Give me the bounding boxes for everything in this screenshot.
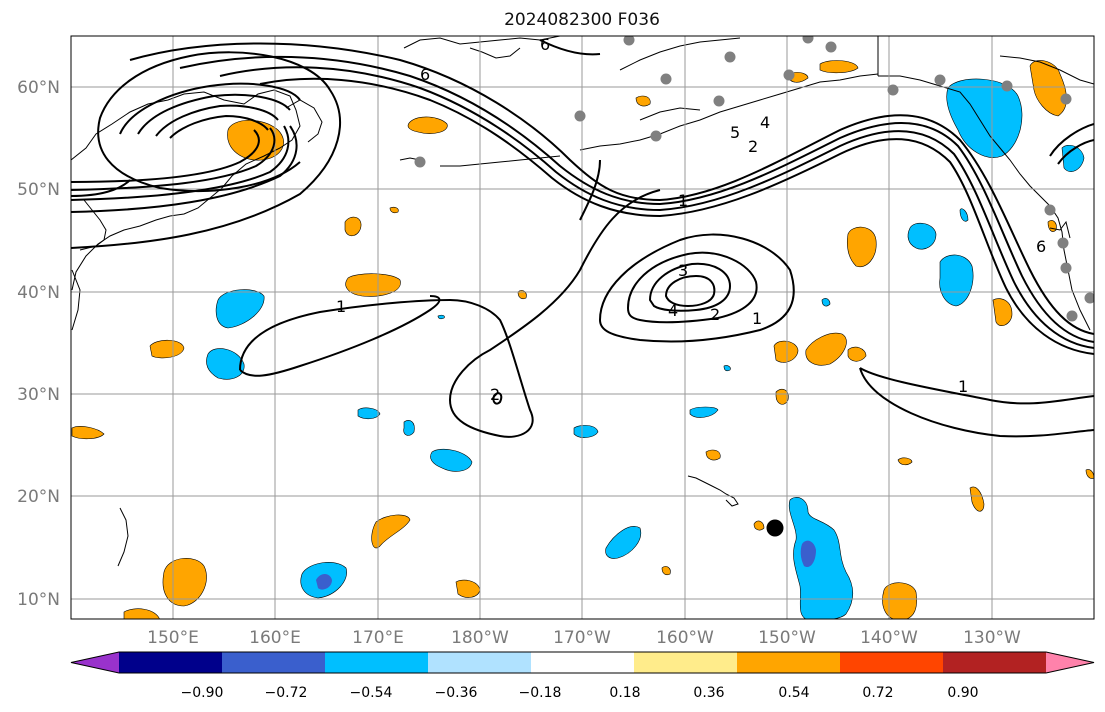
positive-anomaly-patches <box>71 60 1094 619</box>
colorbar-segment <box>325 652 428 673</box>
contour-label: 1 <box>752 309 762 328</box>
colorbar-tick-label: 0.90 <box>947 685 978 701</box>
contour-label: 4 <box>668 301 678 320</box>
longitude-labels: 150°E 160°E 170°E 180°W 170°W 160°W 150°… <box>147 628 1021 648</box>
contour-label: 6 <box>420 65 430 84</box>
colorbar-tick-labels: −0.90 −0.72 −0.54 −0.36 −0.18 0.18 0.36 … <box>181 685 979 701</box>
colorbar-segment <box>428 652 531 673</box>
lon-label: 160°W <box>656 628 714 648</box>
colorbar-tick-label: −0.18 <box>519 685 562 701</box>
colorbar-tick-label: −0.36 <box>435 685 478 701</box>
colorbar-extend-max <box>1046 652 1094 673</box>
colorbar <box>70 651 1095 674</box>
lat-label: 50°N <box>17 180 60 200</box>
lat-label: 20°N <box>17 487 60 507</box>
contour-label: 4 <box>760 113 770 132</box>
colorbar-tick-label: 0.18 <box>609 685 640 701</box>
map-frame <box>70 35 1095 620</box>
colorbar-tick-label: −0.72 <box>265 685 308 701</box>
lat-label: 30°N <box>17 385 60 405</box>
colorbar-segment <box>222 652 325 673</box>
contour-label: 6 <box>1036 237 1046 256</box>
lon-label: 160°E <box>249 628 301 648</box>
contour-label: 1 <box>336 297 346 316</box>
lat-label: 60°N <box>17 78 60 98</box>
contour-label: 1 <box>678 191 688 210</box>
colorbar-segment <box>840 652 943 673</box>
colorbar-outline <box>70 651 1095 674</box>
lon-label: 170°W <box>553 628 611 648</box>
station-markers <box>414 36 1094 322</box>
lon-label: 130°W <box>963 628 1021 648</box>
colorbar-tick-label: −0.54 <box>350 685 393 701</box>
contour-labels: 6 4 5 2 1 3 4 2 1 1 2 1 6 6 <box>336 35 1046 404</box>
contour-label: 2 <box>490 385 500 404</box>
lon-label: 150°E <box>147 628 199 648</box>
colorbar-tick-label: 0.36 <box>693 685 724 701</box>
colorbar-segment <box>531 652 634 673</box>
contour-label: 2 <box>710 305 720 324</box>
contour-lines <box>71 39 1094 438</box>
gridlines <box>71 36 1094 619</box>
latitude-labels: 60°N 50°N 40°N 30°N 20°N 10°N <box>17 78 60 610</box>
colorbar-segment <box>119 652 222 673</box>
colorbar-extend-min <box>71 652 119 673</box>
lon-label: 150°W <box>758 628 816 648</box>
storm-center-marker <box>766 519 784 537</box>
contour-label: 5 <box>730 123 740 142</box>
lon-label: 170°E <box>352 628 404 648</box>
contour-label: 6 <box>540 35 550 54</box>
contour-label: 1 <box>958 377 968 396</box>
figure-title: 2024082300 F036 <box>504 10 660 30</box>
colorbar-tick-label: 0.54 <box>778 685 809 701</box>
contour-label: 2 <box>748 137 758 156</box>
strong-negative-anomaly-patches <box>316 540 816 590</box>
lat-label: 40°N <box>17 283 60 303</box>
colorbar-segment <box>943 652 1046 673</box>
lon-label: 180°W <box>451 628 509 648</box>
lon-label: 140°W <box>860 628 918 648</box>
lat-label: 10°N <box>17 590 60 610</box>
negative-anomaly-patches <box>206 78 1085 619</box>
contour-label: 3 <box>678 261 688 280</box>
map-panel: 6 4 5 2 1 3 4 2 1 1 2 1 6 6 <box>71 35 1094 619</box>
colorbar-tick-label: −0.90 <box>181 685 224 701</box>
colorbar-segment <box>737 652 840 673</box>
colorbar-tick-label: 0.72 <box>862 685 893 701</box>
colorbar-segment <box>634 652 737 673</box>
